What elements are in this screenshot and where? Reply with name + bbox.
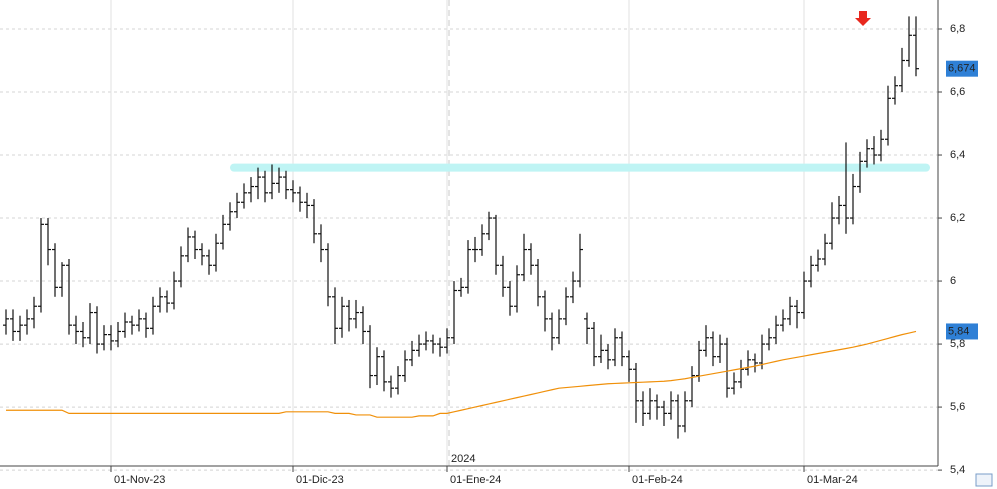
last-value-label: 6,674 xyxy=(948,63,976,75)
y-tick-label: 6,4 xyxy=(950,149,965,161)
year-label: 2024 xyxy=(451,453,475,465)
x-tick-label: 01-Feb-24 xyxy=(632,474,683,486)
x-tick-label: 01-Dic-23 xyxy=(296,474,344,486)
last-value-box xyxy=(946,323,978,340)
y-tick-label: 6,6 xyxy=(950,86,965,98)
y-tick-label: 6 xyxy=(950,275,956,287)
resistance-band xyxy=(230,163,930,172)
x-tick-label: 01-Ene-24 xyxy=(450,474,501,486)
y-tick-label: 5,6 xyxy=(950,401,965,413)
scale-button[interactable] xyxy=(975,473,993,487)
moving-average xyxy=(6,330,917,418)
last-value-label: 5,84 xyxy=(948,325,969,337)
y-tick-label: 6,2 xyxy=(950,212,965,224)
y-tick-label: 6,8 xyxy=(950,23,965,35)
x-tick-label: 01-Nov-23 xyxy=(114,474,165,486)
y-tick-label: 5,4 xyxy=(950,464,965,476)
signal-arrow xyxy=(855,11,871,26)
last-value-box xyxy=(946,60,978,77)
x-tick-label: 01-Mar-24 xyxy=(807,474,858,486)
y-tick-label: 5,8 xyxy=(950,338,965,350)
